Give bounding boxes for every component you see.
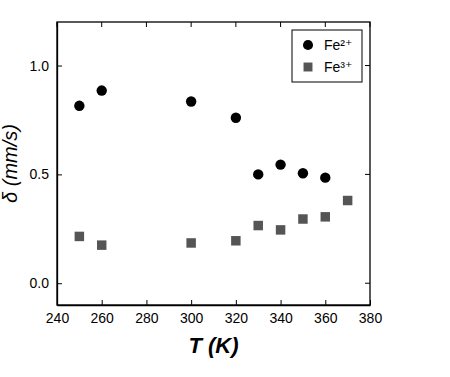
x-tick: 320	[225, 300, 249, 326]
point	[253, 221, 262, 230]
y-tick-mark-right	[365, 283, 370, 284]
x-tick-label: 380	[359, 310, 383, 326]
legend-label: Fe³⁺	[324, 59, 352, 75]
x-tick: 360	[314, 300, 338, 326]
legend-label: Fe²⁺	[324, 37, 352, 53]
marks	[74, 85, 352, 250]
y-axis: 0.0 0.5 1.0	[30, 23, 62, 306]
point	[343, 196, 352, 205]
x-tick-label: 260	[91, 310, 115, 326]
y-tick-mark-right	[365, 174, 370, 175]
x-tick-mark-top	[325, 22, 326, 27]
point	[320, 172, 330, 182]
point	[275, 159, 285, 169]
y-tick-mark	[57, 66, 62, 67]
x-tick-mark-top	[191, 22, 192, 27]
x-tick-mark-top	[101, 22, 102, 27]
legend-marker	[304, 63, 313, 72]
x-tick-mark	[325, 300, 326, 305]
x-axis-title: T (K)	[188, 333, 238, 358]
y-tick-label: 1.0	[30, 58, 50, 74]
chart: 240 260 280 300 320 340 360 380 0.0 0.5 1.0 T (K) δ …	[0, 0, 450, 377]
x-tick-label: 300	[180, 310, 204, 326]
x-tick: 380	[359, 300, 383, 326]
x-axis: 240 260 280 300 320 340 360 380	[46, 300, 383, 326]
y-tick-mark	[57, 174, 62, 175]
point	[75, 232, 84, 241]
x-tick-label: 240	[46, 310, 70, 326]
y-tick-label: 0.0	[30, 275, 50, 291]
y-tick: 0.0	[30, 275, 62, 291]
legend-box	[292, 30, 362, 82]
x-tick-label: 280	[135, 310, 159, 326]
point	[276, 225, 285, 234]
y-axis-line	[57, 23, 58, 306]
plot-frame	[57, 22, 370, 305]
x-tick: 340	[269, 300, 293, 326]
x-tick-label: 360	[314, 310, 338, 326]
legend-marker	[303, 40, 313, 50]
x-tick-mark-top	[57, 22, 58, 27]
x-tick: 260	[91, 300, 115, 326]
plot: 240 260 280 300 320 340 360 380 0.0 0.5 1.0 T (K) δ …	[0, 22, 382, 358]
point	[186, 238, 195, 247]
point	[231, 113, 241, 123]
y-tick-label: 0.5	[30, 166, 50, 182]
x-tick-mark	[236, 300, 237, 305]
legend: Fe²⁺ Fe³⁺	[292, 30, 362, 82]
x-tick: 300	[180, 300, 204, 326]
y-tick: 0.5	[30, 166, 62, 182]
x-tick-mark	[146, 300, 147, 305]
x-tick-mark	[102, 300, 103, 305]
point	[74, 101, 84, 111]
y-axis-title: δ (mm/s)	[0, 124, 21, 203]
top-ticks	[57, 22, 370, 283]
y-tick-mark-right	[365, 65, 370, 66]
x-tick-mark-top	[146, 22, 147, 27]
x-tick-mark-top	[370, 22, 371, 27]
x-tick-mark	[191, 300, 192, 305]
point	[97, 85, 107, 95]
x-tick-mark-top	[235, 22, 236, 27]
x-tick-mark	[281, 300, 282, 305]
y-tick-mark	[57, 283, 62, 284]
x-tick-label: 320	[225, 310, 249, 326]
point	[298, 214, 307, 223]
point	[321, 212, 330, 221]
x-tick-label: 340	[269, 310, 293, 326]
x-axis-line	[58, 305, 371, 306]
x-tick-mark-top	[280, 22, 281, 27]
x-tick-mark	[370, 300, 371, 305]
point	[298, 168, 308, 178]
point	[231, 236, 240, 245]
y-tick: 1.0	[30, 58, 62, 74]
point	[253, 169, 263, 179]
x-tick: 280	[135, 300, 159, 326]
point	[186, 96, 196, 106]
point	[97, 240, 106, 249]
